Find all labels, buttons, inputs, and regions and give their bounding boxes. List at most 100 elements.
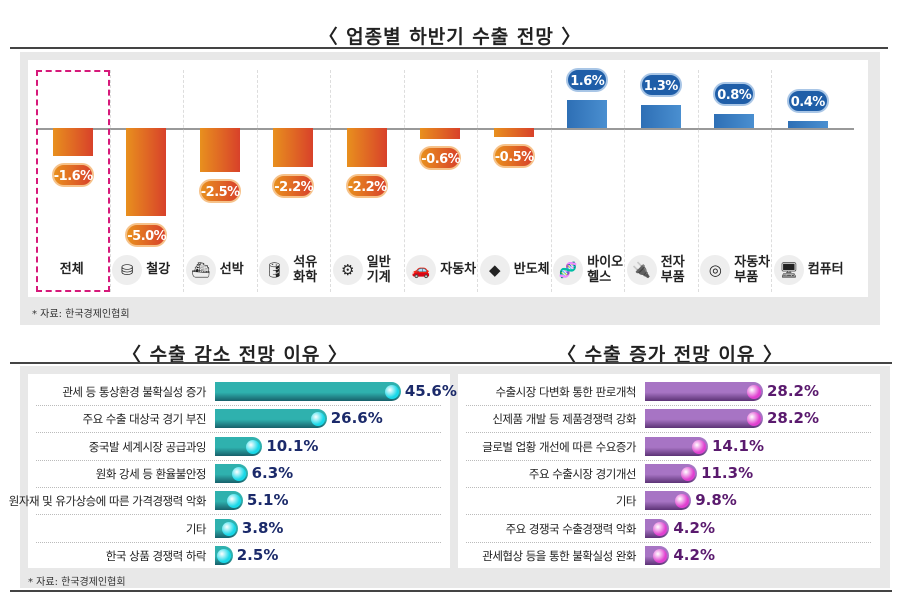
bar [215, 382, 401, 401]
bar [199, 128, 240, 172]
row-label: 한국 상품 경쟁력 하락 [105, 548, 207, 563]
row-separator [466, 486, 871, 488]
bar-end-dot [653, 521, 668, 536]
row-separator [36, 541, 441, 543]
row-label: 관세협상 등을 통한 불확실성 완화 [482, 548, 636, 563]
row-label: 주요 수출시장 경기개선 [528, 466, 637, 481]
bar-end-dot [746, 385, 761, 399]
data-label: -2.2% [272, 173, 315, 198]
value-label: 26.6% [330, 409, 383, 428]
bar-end-dot [246, 439, 261, 454]
column-divider [624, 70, 625, 292]
category-label: 석유 화학 [293, 255, 318, 285]
column-divider [183, 70, 184, 292]
row-separator [466, 459, 871, 461]
row-separator [36, 514, 441, 516]
bar-end-dot [681, 466, 696, 481]
ship-icon: ⛴ [185, 255, 216, 285]
bar [787, 121, 828, 128]
steel-coins-icon: ⛁ [112, 255, 143, 285]
bar [493, 128, 534, 137]
bar [640, 105, 681, 128]
row-separator [36, 405, 441, 406]
bar-end-dot [384, 385, 399, 399]
data-label: 0.8% [713, 82, 756, 106]
bar-end-dot [216, 548, 231, 563]
data-label: 1.6% [566, 68, 609, 92]
row-separator [36, 486, 441, 488]
top-title: 〈 업종별 하반기 수출 전망 〉 [318, 26, 582, 48]
category-label: 컴퓨터 [807, 262, 844, 277]
tire-icon: ◎ [700, 255, 731, 285]
data-label: -5.0% [125, 222, 168, 247]
row-label: 원화 강세 등 환율불안정 [95, 466, 207, 481]
row-label: 수출시장 다변화 통한 판로개척 [495, 385, 636, 399]
row-separator [36, 459, 441, 461]
data-label: -2.5% [198, 178, 241, 203]
value-label: 28.2% [766, 382, 820, 400]
chip-icon: ◆ [479, 255, 510, 285]
car-icon: 🚗 [406, 255, 437, 285]
row-label: 기타 [615, 494, 637, 509]
highlight-box [36, 70, 110, 292]
column-divider [771, 70, 772, 292]
bar-end-dot [691, 439, 706, 454]
data-label: -0.6% [419, 145, 462, 170]
bar [714, 114, 755, 128]
column-divider [403, 70, 405, 292]
oil-barrel-icon: 🛢 [259, 255, 290, 285]
bar [215, 409, 327, 429]
bar [645, 409, 763, 429]
column-divider [256, 70, 258, 292]
row-label: 관세 등 통상환경 불확실성 증가 [62, 385, 206, 399]
bar-end-dot [653, 548, 668, 563]
value-label: 2.5% [236, 545, 279, 564]
decrease-title: 〈 수출 감소 전망 이유 〉 [122, 344, 348, 366]
column-divider [550, 70, 552, 292]
column-divider [330, 70, 331, 292]
value-label: 14.1% [711, 436, 765, 455]
category-label: 바이오 헬스 [587, 255, 624, 285]
data-label: -2.2% [345, 173, 388, 198]
bar [52, 128, 93, 156]
gears-icon: ⚙ [332, 255, 363, 285]
category-label: 철강 [146, 262, 171, 277]
value-label: 10.1% [266, 436, 319, 455]
row-separator [36, 432, 441, 434]
category-label: 전자 부품 [660, 255, 685, 285]
row-separator [466, 405, 871, 406]
row-separator [466, 514, 871, 516]
bar [420, 128, 461, 139]
value-label: 3.8% [241, 518, 284, 537]
row-label: 글로벌 업황 개선에 따른 수요증가 [482, 439, 636, 454]
value-label: 11.3% [701, 463, 754, 482]
row-separator [466, 432, 871, 434]
category-label: 전체 [59, 262, 84, 277]
bottom-source: * 자료: 한국경제인협회 [28, 577, 126, 588]
column-divider [109, 70, 111, 292]
plug-icon: 🔌 [626, 255, 657, 285]
row-label: 주요 수출 대상국 경기 부진 [82, 412, 206, 427]
monitor-icon: 🖥 [773, 255, 804, 285]
data-label: 1.3% [639, 73, 682, 98]
bar [346, 128, 387, 167]
category-label: 선박 [219, 262, 244, 277]
bar-end-dot [310, 412, 325, 427]
category-label: 자동차 부품 [734, 255, 771, 285]
row-label: 주요 경쟁국 수출경쟁력 악화 [505, 521, 637, 536]
row-label: 신제품 개발 등 제품경쟁력 강화 [492, 412, 636, 427]
increase-title: 〈 수출 증가 전망 이유 〉 [557, 344, 783, 366]
value-label: 5.1% [246, 491, 289, 510]
bar-end-dot [221, 521, 236, 536]
value-label: 45.6% [404, 382, 457, 400]
data-label: -0.5% [492, 143, 535, 168]
category-label: 일반 기계 [366, 255, 391, 285]
top-divider [10, 47, 888, 49]
column-divider [697, 70, 699, 292]
bar [126, 128, 167, 216]
value-label: 4.2% [673, 518, 715, 537]
bar-end-dot [675, 494, 690, 509]
row-label: 중국발 세계시장 공급과잉 [88, 439, 207, 454]
top-source: * 자료: 한국경제인협회 [32, 309, 130, 320]
